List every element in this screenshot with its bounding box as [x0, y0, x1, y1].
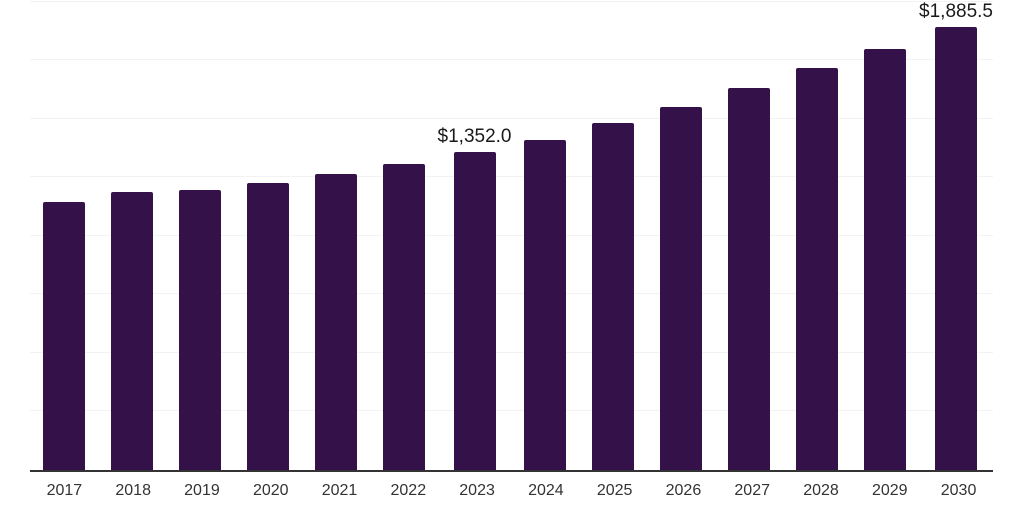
- gridline: [30, 410, 993, 411]
- bar: [935, 27, 978, 470]
- bar-band: [234, 2, 302, 470]
- x-tick-label: 2027: [734, 482, 770, 499]
- gridline: [30, 352, 993, 353]
- bar-band: $1,885.5: [919, 2, 993, 470]
- x-tick-label: 2020: [252, 482, 289, 499]
- gridline: [30, 235, 993, 236]
- bars-container: $1,352.0 $1,885.5: [30, 2, 993, 470]
- x-axis-labels: 2017 2018 2019 2020 2021 2022 2023 2024 2025 2026…: [30, 472, 993, 499]
- x-tick-label: 2017: [46, 482, 83, 499]
- bar-band: [30, 2, 98, 470]
- x-tick-label: 2028: [803, 482, 839, 499]
- bar-band: [98, 2, 166, 470]
- bar-band: [166, 2, 234, 470]
- x-tick-label: 2023: [459, 482, 495, 499]
- bar-value-label: $1,352.0: [437, 126, 512, 147]
- bar-band: [302, 2, 370, 470]
- bar-band: $1,352.0: [438, 2, 512, 470]
- bar: [524, 140, 567, 470]
- x-tick-label: 2018: [115, 482, 151, 499]
- bar: [864, 49, 907, 470]
- gridline: [30, 1, 993, 2]
- bar: [178, 190, 221, 470]
- bar: [728, 88, 771, 470]
- x-tick-label: 2022: [390, 482, 427, 499]
- gridline: [30, 293, 993, 294]
- bar-band: [715, 2, 783, 470]
- gridline: [30, 59, 993, 60]
- x-tick-label: 2029: [871, 482, 908, 499]
- x-tick-label: 2025: [596, 482, 633, 499]
- bar: [314, 174, 357, 470]
- x-tick-label: 2021: [321, 482, 358, 499]
- bar-band: [370, 2, 438, 470]
- bar-band: [512, 2, 580, 470]
- bar: [246, 183, 289, 470]
- x-tick-label: 2019: [184, 482, 220, 499]
- gridline: [30, 118, 993, 119]
- bar-value-label: $1,885.5: [919, 1, 993, 22]
- bar-band: [579, 2, 647, 470]
- gridline: [30, 176, 993, 177]
- bar-band: [851, 2, 919, 470]
- bar: [453, 152, 496, 470]
- bar: [796, 68, 839, 470]
- x-tick-label: 2026: [665, 482, 702, 499]
- bar: [592, 123, 635, 470]
- bar: [110, 192, 153, 470]
- bar-band: [647, 2, 715, 470]
- x-tick-label: 2024: [528, 482, 564, 499]
- bar: [660, 107, 703, 470]
- bar-band: [783, 2, 851, 470]
- x-tick-label: 2030: [940, 482, 977, 499]
- bar: [382, 164, 425, 470]
- bar: [42, 202, 85, 470]
- plot-area: $1,352.0 $1,885.5: [30, 1, 993, 472]
